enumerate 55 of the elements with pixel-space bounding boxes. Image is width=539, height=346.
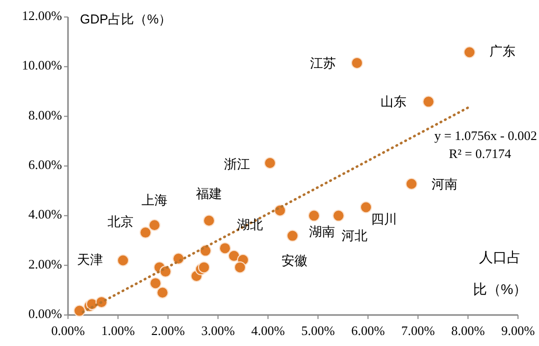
y-tick-label: 12.00%: [22, 8, 62, 23]
point: [360, 201, 372, 214]
point: [234, 261, 246, 274]
y-tick-label: 6.00%: [28, 156, 62, 172]
point: [351, 56, 363, 69]
x-tick-label: 5.00%: [301, 322, 335, 338]
y-tick-label: 0.00%: [28, 306, 62, 321]
annotation: 上海: [142, 192, 168, 208]
xlabel: 人口占比（%）: [472, 249, 528, 297]
x-tick-label: 0.00%: [51, 322, 85, 338]
annotation: 北京: [108, 214, 134, 229]
x-tick-label: 4.00%: [251, 322, 285, 338]
point: [422, 96, 434, 108]
point: [264, 157, 276, 170]
x-tick-label: 2.00%: [151, 322, 185, 338]
point: [150, 277, 162, 290]
point: [156, 286, 168, 299]
annotation: 福建: [196, 186, 222, 202]
x-tick-label: 7.00%: [401, 322, 435, 338]
point: [219, 242, 231, 254]
annotation: 浙江: [224, 156, 250, 172]
x-tick-label: 8.00%: [451, 322, 485, 338]
annotation: 广东: [490, 44, 516, 59]
point: [228, 250, 240, 262]
point: [464, 46, 476, 58]
annotation: 安徽: [282, 253, 308, 268]
annotation: 天津: [77, 252, 103, 267]
y-axis-title: GDP占比（%）: [80, 11, 172, 26]
annotation: y = 1.0756x - 0.002: [434, 128, 537, 143]
x-tick-label: 9.00%: [501, 322, 535, 338]
annotation: 河南: [432, 176, 458, 192]
y-tick-label: 4.00%: [28, 206, 62, 222]
point: [148, 219, 160, 232]
point: [198, 261, 210, 274]
point: [332, 210, 344, 222]
x-tick-label: 1.00%: [101, 322, 135, 338]
annotation: 江苏: [310, 55, 336, 70]
y-tick-label: 10.00%: [22, 58, 62, 73]
point: [406, 178, 418, 190]
annotation: 山东: [380, 94, 406, 110]
point: [117, 254, 129, 266]
x-tick-label: 6.00%: [351, 322, 385, 338]
x-tick-label: 3.00%: [201, 322, 235, 338]
annotation: 四川: [371, 212, 397, 227]
annotation: 湖北: [237, 216, 263, 232]
y-tick-label: 2.00%: [28, 256, 62, 272]
point: [308, 210, 320, 222]
point: [74, 304, 86, 317]
annotation: 河北: [342, 228, 368, 244]
point: [286, 230, 298, 242]
annotation: 湖南: [309, 224, 335, 240]
point: [203, 214, 215, 227]
point: [140, 226, 152, 239]
y-tick-label: 8.00%: [28, 107, 62, 122]
annotation: R² = 0.7174: [448, 146, 512, 161]
